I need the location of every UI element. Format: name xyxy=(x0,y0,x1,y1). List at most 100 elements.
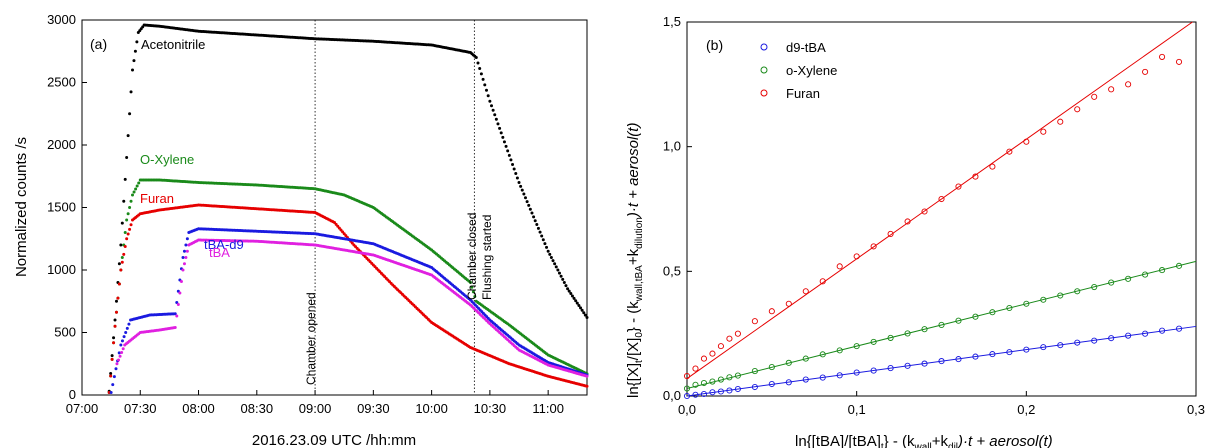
point-acetonitrile xyxy=(109,371,113,375)
chart-b-ylabel: ln{[X]t/[X]0} - (kwall,tBA+kdilution)·t … xyxy=(625,123,645,398)
point-furan xyxy=(123,245,127,249)
point-tba xyxy=(182,262,186,266)
point-d9-tba xyxy=(709,389,716,396)
point-tba xyxy=(178,291,182,295)
chart-a-xtick-label: 09:00 xyxy=(299,401,332,416)
point-acetonitrile xyxy=(511,162,515,166)
legend-marker-o-xylene xyxy=(760,66,768,74)
point-acetonitrile xyxy=(536,226,540,230)
point-acetonitrile xyxy=(122,199,126,203)
point-furan xyxy=(717,343,724,350)
point-furan xyxy=(114,310,118,314)
point-tba-d9 xyxy=(112,375,116,379)
point-d9-tba xyxy=(1040,344,1047,351)
point-d9-tba xyxy=(819,374,826,381)
point-o-xylene xyxy=(129,199,133,203)
point-furan xyxy=(785,300,792,307)
point-d9-tba xyxy=(887,365,894,372)
point-tba-d9 xyxy=(181,256,185,259)
chart-b-xtick-label: 0,3 xyxy=(1187,402,1205,417)
point-acetonitrile xyxy=(129,90,133,94)
point-acetonitrile xyxy=(494,117,498,121)
fit-line-o-xylene xyxy=(686,260,1197,390)
point-furan xyxy=(836,263,843,270)
point-acetonitrile xyxy=(504,144,508,148)
point-acetonitrile xyxy=(528,207,532,211)
point-furan xyxy=(853,253,860,260)
point-furan xyxy=(128,227,132,231)
point-acetonitrile xyxy=(133,49,137,53)
chart-b-xtick-label: 0,2 xyxy=(1017,402,1035,417)
point-acetonitrile xyxy=(551,259,555,263)
point-acetonitrile xyxy=(515,176,519,180)
point-d9-tba xyxy=(904,362,911,369)
point-acetonitrile xyxy=(580,308,584,312)
point-o-xylene xyxy=(870,338,877,345)
point-tba xyxy=(185,249,189,253)
series-label-acetonitrile: Acetonitrile xyxy=(141,37,205,52)
series-o-xylene xyxy=(683,262,1183,392)
point-acetonitrile xyxy=(532,215,536,219)
chart-a-ytick-label: 1000 xyxy=(47,262,76,277)
series-o-xylene xyxy=(107,178,589,394)
point-acetonitrile xyxy=(533,219,537,223)
point-furan xyxy=(1175,58,1183,65)
point-d9-tba xyxy=(768,380,775,388)
point-tba-d9 xyxy=(114,367,118,371)
point-o-xylene xyxy=(1175,262,1183,269)
point-tba xyxy=(121,347,125,351)
point-furan xyxy=(129,223,133,227)
point-acetonitrile xyxy=(574,299,578,303)
legend-label-d9-tba: d9-tBA xyxy=(786,40,826,55)
point-acetonitrile xyxy=(476,61,480,65)
point-acetonitrile xyxy=(114,299,118,303)
point-d9-tba xyxy=(870,367,877,374)
point-furan xyxy=(116,296,120,300)
point-o-xylene xyxy=(836,347,843,354)
point-acetonitrile xyxy=(575,301,579,305)
legend-label-o-xylene: o-Xylene xyxy=(786,63,837,78)
legend-marker-furan xyxy=(760,89,768,97)
point-d9-tba xyxy=(683,392,691,400)
point-acetonitrile xyxy=(493,113,497,117)
point-acetonitrile xyxy=(583,313,587,317)
point-acetonitrile xyxy=(546,249,550,253)
chart-b-xtick-label: 0,0 xyxy=(678,402,696,417)
point-d9-tba xyxy=(989,351,996,358)
point-furan xyxy=(1023,138,1030,145)
point-d9-tba xyxy=(802,376,809,383)
point-tba-d9 xyxy=(111,383,115,387)
chart-b-frame xyxy=(686,21,1197,397)
point-acetonitrile xyxy=(123,177,127,181)
point-o-xylene xyxy=(1125,275,1132,282)
point-furan xyxy=(113,324,117,328)
point-o-xylene xyxy=(683,385,691,392)
point-o-xylene xyxy=(473,295,477,299)
point-tba-d9 xyxy=(125,326,129,330)
point-o-xylene xyxy=(131,193,134,197)
point-d9-tba xyxy=(1108,335,1115,342)
point-tba-d9 xyxy=(124,331,128,334)
chart-b-ytick-label: 0,0 xyxy=(663,388,681,403)
chart-a-ytick-label: 1500 xyxy=(47,200,76,215)
chart-b-ytick-label: 1,5 xyxy=(663,14,681,29)
point-furan xyxy=(1159,53,1166,60)
fit-line-furan xyxy=(686,21,1193,379)
point-tba xyxy=(175,314,179,318)
point-o-xylene xyxy=(785,359,792,366)
point-acetonitrile xyxy=(557,271,561,275)
point-furan xyxy=(904,218,911,225)
point-acetonitrile xyxy=(135,40,139,44)
point-o-xylene xyxy=(726,374,733,381)
point-tba xyxy=(585,374,589,378)
point-furan xyxy=(819,278,826,285)
point-acetonitrile xyxy=(549,256,553,259)
point-o-xylene xyxy=(802,355,809,362)
point-acetonitrile xyxy=(548,252,552,256)
point-o-xylene xyxy=(137,181,141,185)
point-tba xyxy=(117,358,121,362)
annotation-chamber-opened: Chamber opened xyxy=(304,292,318,385)
point-acetonitrile xyxy=(556,268,560,272)
chart-a-ytick-label: 2000 xyxy=(47,137,76,152)
point-d9-tba xyxy=(938,358,945,365)
